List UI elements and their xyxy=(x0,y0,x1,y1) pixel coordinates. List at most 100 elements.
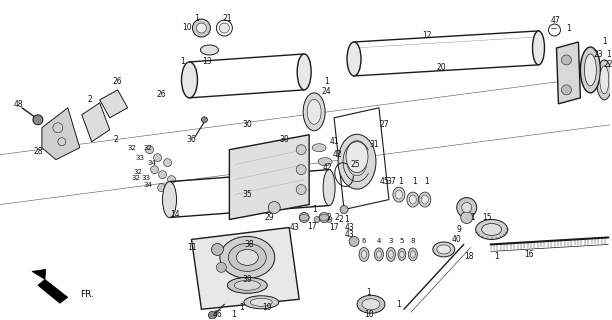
Ellipse shape xyxy=(389,251,394,258)
Text: 1: 1 xyxy=(367,288,371,297)
Circle shape xyxy=(165,188,174,196)
Ellipse shape xyxy=(476,220,507,239)
Ellipse shape xyxy=(362,299,380,310)
Text: 2: 2 xyxy=(88,95,92,104)
Ellipse shape xyxy=(376,251,381,258)
Text: 38: 38 xyxy=(245,240,254,249)
Text: 1: 1 xyxy=(412,177,417,186)
Text: 2: 2 xyxy=(327,213,332,222)
Ellipse shape xyxy=(228,244,266,271)
Ellipse shape xyxy=(220,236,275,278)
Text: 42: 42 xyxy=(332,150,342,159)
Text: 10: 10 xyxy=(182,22,192,32)
Circle shape xyxy=(461,212,472,223)
Text: 11: 11 xyxy=(187,243,196,252)
Text: 32: 32 xyxy=(143,145,152,151)
Text: 31: 31 xyxy=(369,140,379,149)
Ellipse shape xyxy=(433,242,455,257)
Ellipse shape xyxy=(596,60,612,100)
Polygon shape xyxy=(32,269,46,279)
Text: 17: 17 xyxy=(307,222,317,231)
Text: 1: 1 xyxy=(397,300,401,309)
Ellipse shape xyxy=(182,62,198,98)
Ellipse shape xyxy=(400,251,404,258)
Text: 46: 46 xyxy=(212,310,222,319)
Ellipse shape xyxy=(312,144,326,152)
Text: 10: 10 xyxy=(364,310,374,319)
Ellipse shape xyxy=(228,277,267,293)
Text: 1: 1 xyxy=(231,310,236,319)
Text: 25: 25 xyxy=(350,160,360,169)
Ellipse shape xyxy=(244,296,278,309)
Circle shape xyxy=(33,115,43,125)
Ellipse shape xyxy=(357,295,385,313)
Text: 19: 19 xyxy=(263,303,272,312)
Text: 36: 36 xyxy=(187,135,196,144)
Text: 32: 32 xyxy=(133,169,142,175)
Ellipse shape xyxy=(421,195,428,204)
Ellipse shape xyxy=(346,141,368,172)
Circle shape xyxy=(561,55,572,65)
Text: 26: 26 xyxy=(113,77,122,86)
Polygon shape xyxy=(230,135,309,220)
Text: 32: 32 xyxy=(127,145,136,151)
Ellipse shape xyxy=(419,192,431,207)
Text: 21: 21 xyxy=(223,13,232,23)
Ellipse shape xyxy=(250,298,272,306)
Ellipse shape xyxy=(236,249,258,265)
Polygon shape xyxy=(42,108,80,160)
Circle shape xyxy=(159,171,166,179)
Ellipse shape xyxy=(323,170,335,205)
Text: 35: 35 xyxy=(242,190,252,199)
Circle shape xyxy=(268,202,280,213)
Ellipse shape xyxy=(580,47,600,93)
Ellipse shape xyxy=(318,158,332,166)
Text: 30: 30 xyxy=(242,120,252,129)
Polygon shape xyxy=(82,103,110,142)
Text: 14: 14 xyxy=(170,210,179,219)
Circle shape xyxy=(299,212,309,222)
Text: 2: 2 xyxy=(335,213,340,222)
Text: 1: 1 xyxy=(180,58,185,67)
Circle shape xyxy=(209,311,217,319)
Ellipse shape xyxy=(408,248,417,261)
Circle shape xyxy=(296,185,306,195)
Text: 1: 1 xyxy=(425,177,429,186)
Text: 43: 43 xyxy=(344,230,354,239)
Text: 1: 1 xyxy=(606,51,611,60)
Ellipse shape xyxy=(409,195,416,204)
Polygon shape xyxy=(38,279,68,303)
Text: 43: 43 xyxy=(344,223,354,232)
Text: 33: 33 xyxy=(135,155,144,161)
Text: 12: 12 xyxy=(422,30,431,39)
Text: 26: 26 xyxy=(157,90,166,99)
Text: 28: 28 xyxy=(33,147,43,156)
Circle shape xyxy=(146,146,154,154)
Text: 2: 2 xyxy=(113,135,118,144)
Text: 6: 6 xyxy=(362,238,366,244)
Text: 16: 16 xyxy=(524,250,533,259)
Text: 40: 40 xyxy=(452,235,461,244)
Text: 1: 1 xyxy=(471,213,475,222)
Text: 2: 2 xyxy=(338,215,343,224)
Ellipse shape xyxy=(163,182,176,218)
Text: 34: 34 xyxy=(147,160,156,166)
Ellipse shape xyxy=(532,31,545,65)
Text: 1: 1 xyxy=(312,205,316,214)
Circle shape xyxy=(154,154,162,162)
Text: 24: 24 xyxy=(321,87,331,96)
Ellipse shape xyxy=(361,251,367,258)
Circle shape xyxy=(151,166,159,174)
Circle shape xyxy=(157,184,165,192)
Text: 47: 47 xyxy=(551,16,561,25)
Polygon shape xyxy=(556,42,580,104)
Circle shape xyxy=(340,205,348,213)
Circle shape xyxy=(296,165,306,175)
Text: 1: 1 xyxy=(194,13,199,23)
Text: 32: 32 xyxy=(131,175,140,180)
Ellipse shape xyxy=(407,192,419,207)
Text: 1: 1 xyxy=(239,303,244,312)
Ellipse shape xyxy=(219,23,230,33)
Ellipse shape xyxy=(437,245,451,254)
Ellipse shape xyxy=(359,247,369,261)
